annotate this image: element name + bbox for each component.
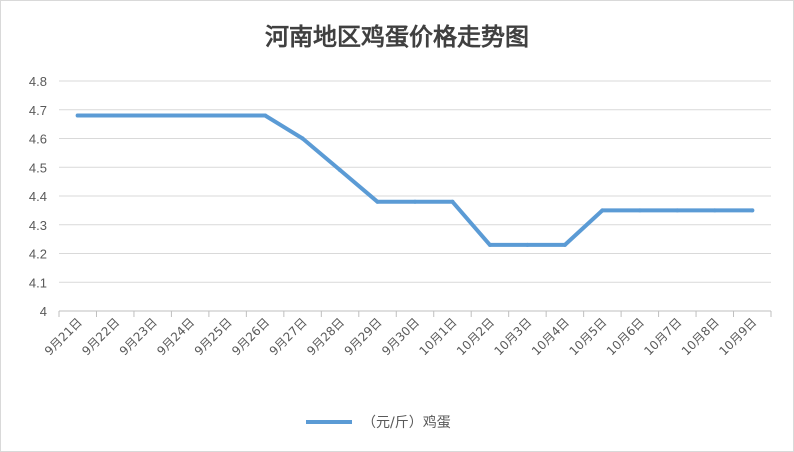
y-tick-label: 4.5: [29, 160, 47, 175]
x-tick-label: 9月28日: [304, 315, 347, 358]
x-axis: 9月21日9月22日9月23日9月24日9月25日9月26日9月27日9月28日…: [42, 310, 772, 358]
y-tick-label: 4.1: [29, 275, 47, 290]
x-tick-label: 9月23日: [117, 315, 160, 358]
series-line: [75, 113, 755, 247]
x-tick-label: 10月6日: [604, 315, 647, 358]
x-tick-label: 10月9日: [716, 315, 759, 358]
x-tick-label: 10月4日: [529, 315, 572, 358]
data-point: [375, 199, 380, 204]
legend-label: （元/斤）鸡蛋: [362, 414, 451, 431]
data-point: [188, 113, 193, 118]
gridlines: [59, 80, 771, 283]
data-point: [150, 113, 155, 118]
x-tick-label: 10月7日: [641, 315, 684, 358]
data-point: [712, 208, 717, 213]
x-tick-label: 9月27日: [267, 315, 310, 358]
series-layer: [75, 113, 755, 247]
data-point: [562, 242, 567, 247]
data-point: [225, 113, 230, 118]
data-point: [600, 208, 605, 213]
y-tick-label: 4.3: [29, 218, 47, 233]
data-point: [750, 208, 755, 213]
y-tick-label: 4: [40, 304, 47, 319]
y-tick-label: 4.7: [29, 103, 47, 118]
data-point: [263, 113, 268, 118]
y-tick-label: 4.6: [29, 132, 47, 147]
legend: （元/斤）鸡蛋: [306, 414, 451, 431]
x-tick-label: 10月5日: [566, 315, 609, 358]
data-point: [675, 208, 680, 213]
x-tick-label: 9月21日: [42, 315, 85, 358]
chart-title: 河南地区鸡蛋价格走势图: [265, 23, 529, 51]
x-tick-label: 9月24日: [154, 315, 197, 358]
data-point: [487, 242, 492, 247]
x-tick-label: 9月29日: [342, 315, 385, 358]
x-tick-label: 9月26日: [229, 315, 272, 358]
data-point: [637, 208, 642, 213]
y-axis: 4 4.1 4.2 4.3 4.4 4.5 4.6 4.7 4.8: [29, 74, 47, 319]
x-tick-label: 10月8日: [679, 315, 722, 358]
y-tick-label: 4.4: [29, 189, 47, 204]
x-tick-label: 9月25日: [192, 315, 235, 358]
x-tick-label: 10月3日: [491, 315, 534, 358]
data-point: [525, 242, 530, 247]
x-tick-label: 9月30日: [379, 315, 422, 358]
y-tick-label: 4.2: [29, 247, 47, 262]
x-tick-label: 9月22日: [79, 315, 122, 358]
x-tick-label: 10月1日: [417, 315, 460, 358]
data-point: [338, 168, 343, 173]
data-point: [113, 113, 118, 118]
data-point: [450, 199, 455, 204]
y-tick-label: 4.8: [29, 74, 47, 89]
x-tick-label: 10月2日: [454, 315, 497, 358]
data-point: [75, 113, 80, 118]
data-point: [413, 199, 417, 204]
data-point: [300, 136, 305, 141]
